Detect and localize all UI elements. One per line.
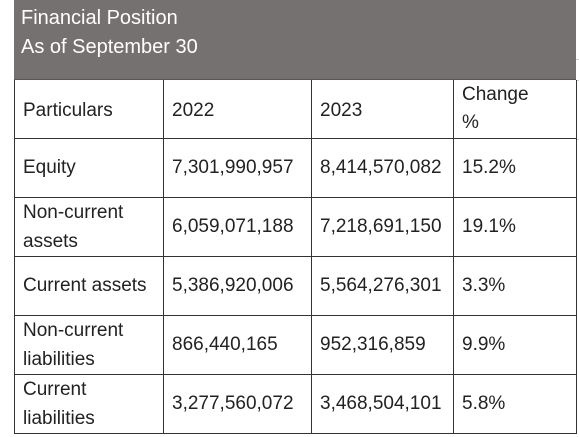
row-label: Current liabilities bbox=[14, 373, 164, 434]
table-row: Current liabilities 3,277,560,072 3,468,… bbox=[14, 373, 577, 434]
change-percent: 3.3% bbox=[453, 255, 577, 316]
row-label: Non-current liabilities bbox=[14, 314, 164, 375]
change-percent: 19.1% bbox=[453, 196, 577, 257]
table-row: Non-current assets 6,059,071,188 7,218,6… bbox=[14, 196, 577, 257]
value-2023: 7,218,691,150 bbox=[311, 196, 454, 257]
change-percent: 5.8% bbox=[453, 373, 577, 434]
gridline bbox=[576, 80, 579, 81]
change-percent: 9.9% bbox=[453, 314, 577, 375]
table-row: Non-current liabilities 866,440,165 952,… bbox=[14, 314, 577, 375]
table-header-row: Particulars 2022 2023 Change % bbox=[14, 80, 577, 139]
change-percent: 15.2% bbox=[453, 137, 577, 198]
value-2022: 6,059,071,188 bbox=[163, 196, 312, 257]
value-2023: 8,414,570,082 bbox=[311, 137, 454, 198]
column-header: 2022 bbox=[163, 80, 312, 139]
financial-table: Particulars 2022 2023 Change % Equity 7,… bbox=[14, 80, 577, 434]
gridline bbox=[576, 59, 579, 60]
row-label: Equity bbox=[14, 137, 164, 198]
gridline bbox=[576, 139, 579, 140]
column-header: 2023 bbox=[311, 80, 454, 139]
value-2022: 5,386,920,006 bbox=[163, 255, 312, 316]
row-label: Current assets bbox=[14, 255, 164, 316]
value-2023: 952,316,859 bbox=[311, 314, 454, 375]
value-2022: 866,440,165 bbox=[163, 314, 312, 375]
page-title: Financial Position bbox=[21, 7, 178, 29]
row-label: Non-current assets bbox=[14, 196, 164, 257]
column-header: Change % bbox=[453, 80, 577, 139]
table-row: Current assets 5,386,920,006 5,564,276,3… bbox=[14, 255, 577, 316]
value-2022: 7,301,990,957 bbox=[163, 137, 312, 198]
value-2023: 5,564,276,301 bbox=[311, 255, 454, 316]
title-banner: Financial Position As of September 30 bbox=[14, 0, 576, 80]
table-row: Equity 7,301,990,957 8,414,570,082 15.2% bbox=[14, 137, 577, 198]
column-header: Particulars bbox=[14, 80, 164, 139]
page-subtitle: As of September 30 bbox=[21, 36, 198, 58]
value-2022: 3,277,560,072 bbox=[163, 373, 312, 434]
value-2023: 3,468,504,101 bbox=[311, 373, 454, 434]
